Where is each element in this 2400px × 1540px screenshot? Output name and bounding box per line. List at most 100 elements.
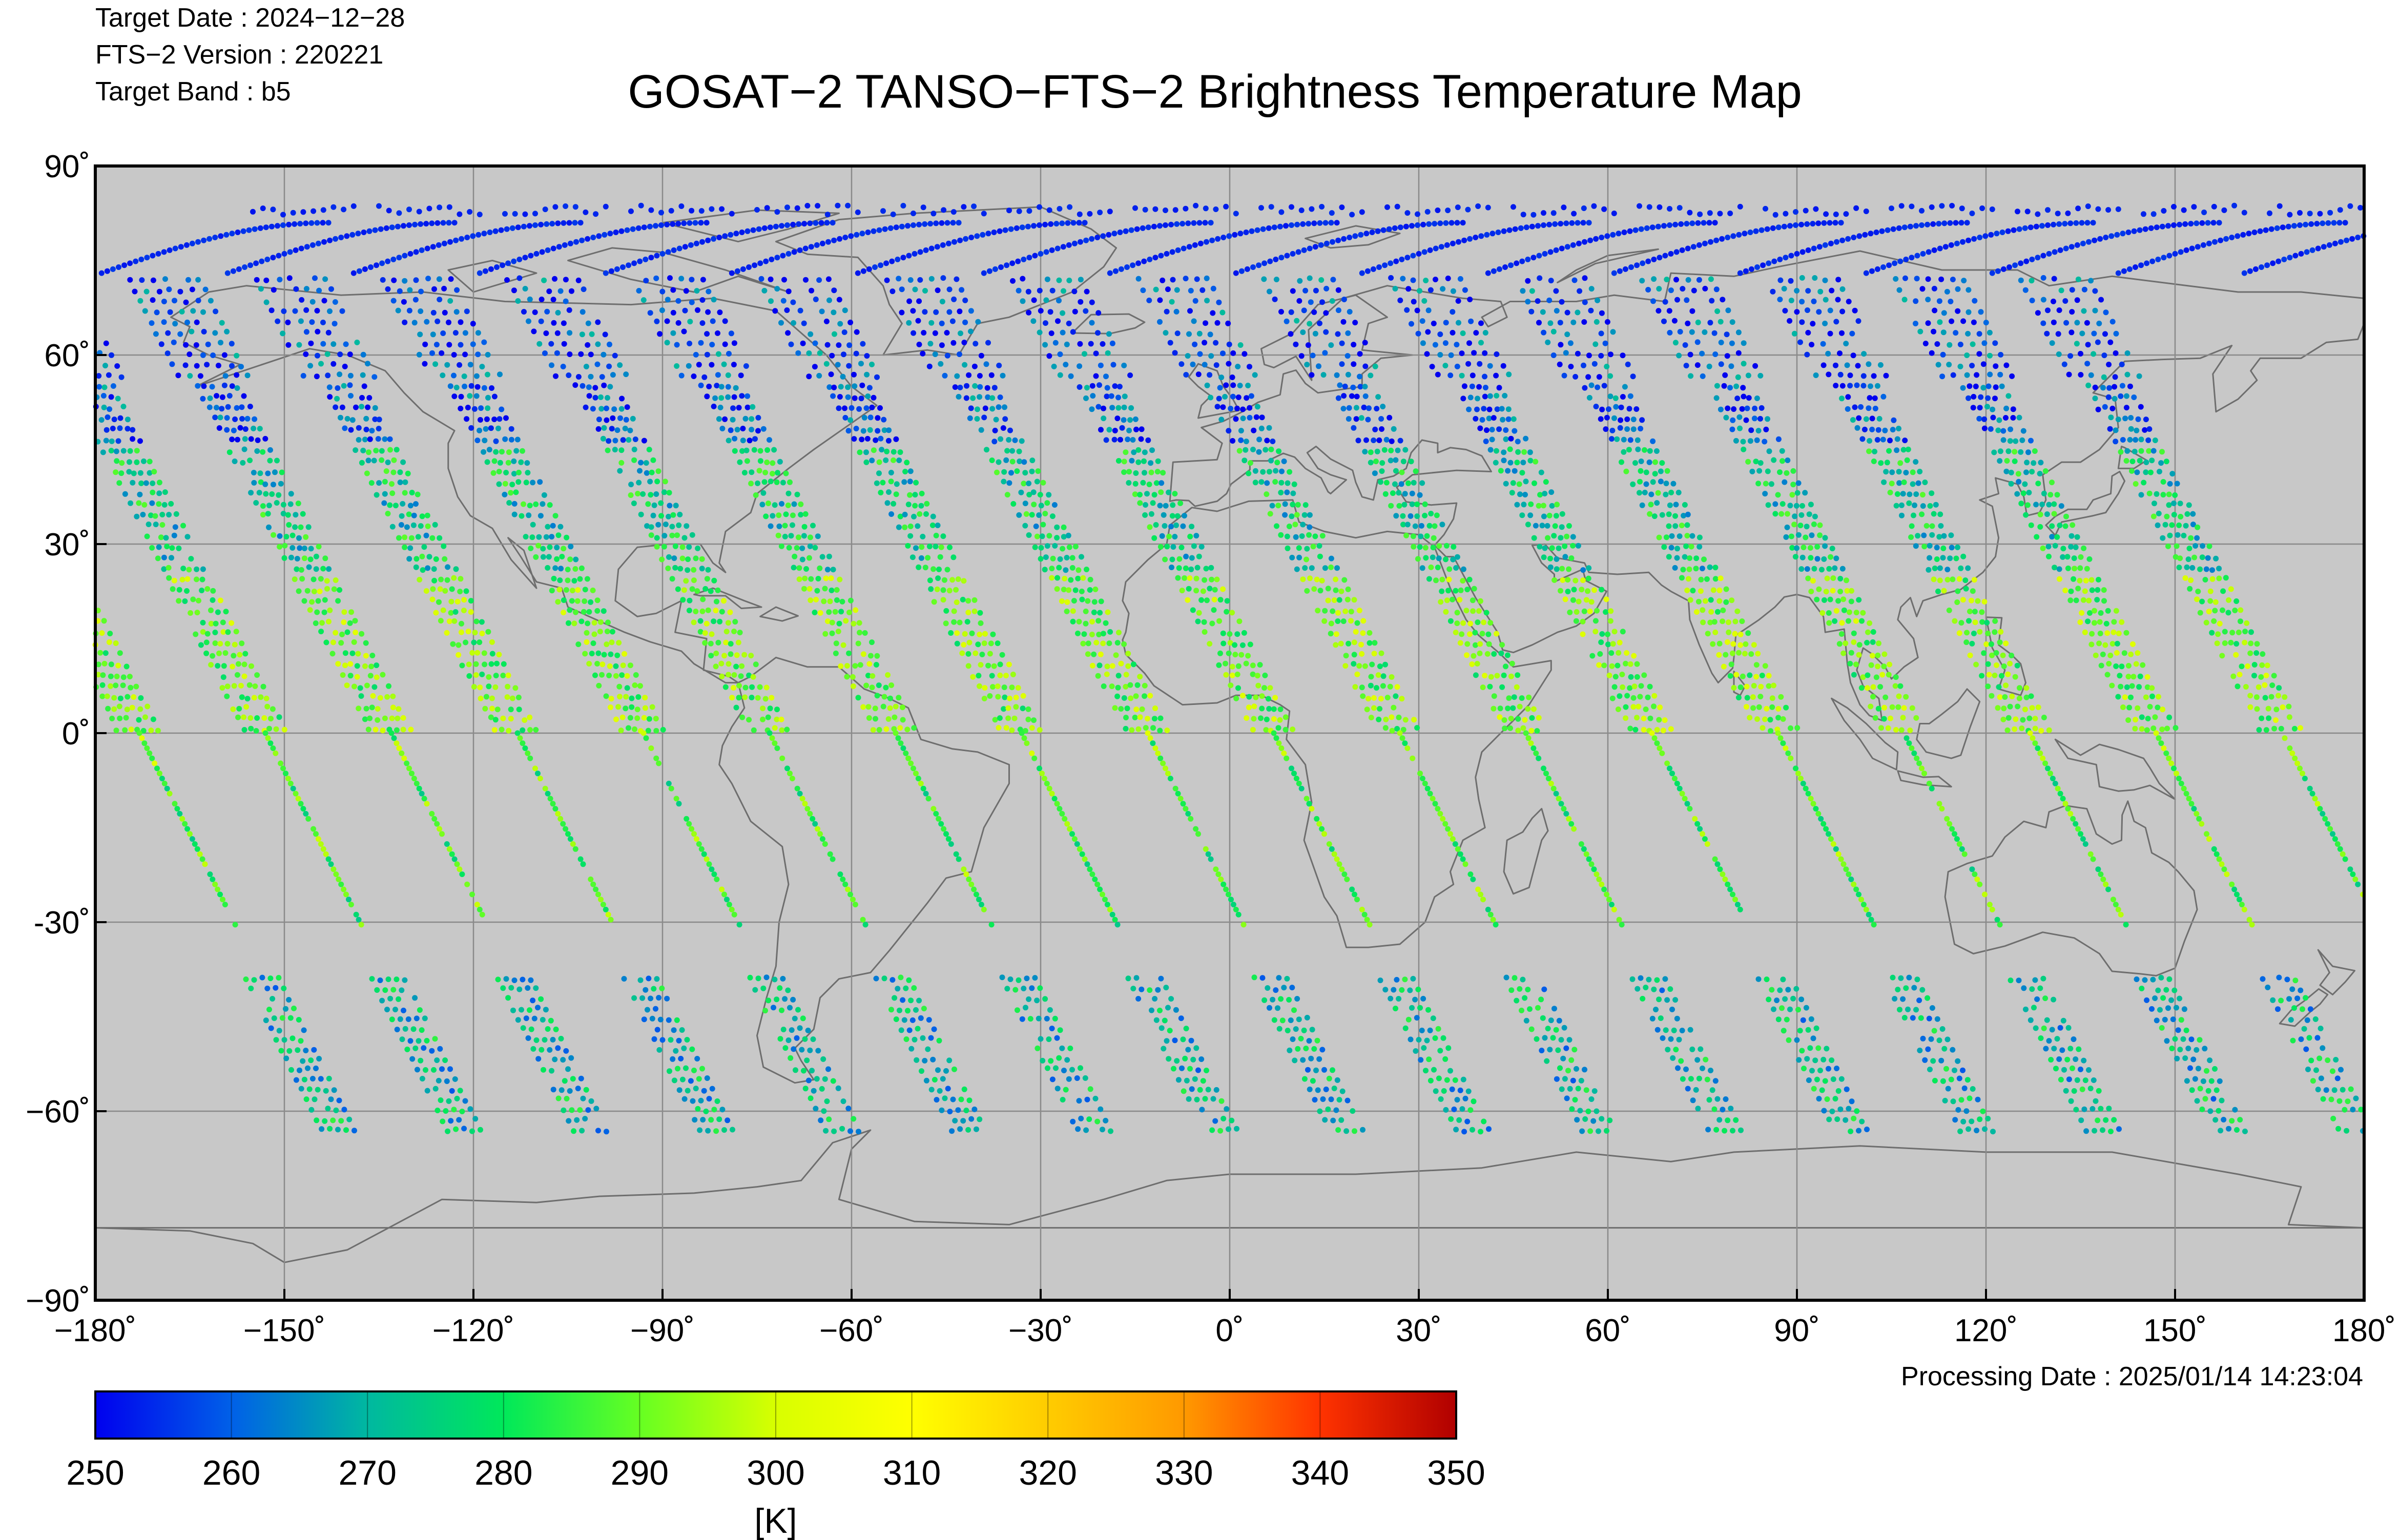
swath-point [608, 696, 614, 702]
swath-point [465, 629, 471, 635]
swath-point [1678, 1058, 1684, 1064]
swath-point [1192, 341, 1198, 347]
swath-point [503, 976, 509, 982]
swath-point [955, 1107, 961, 1113]
swath-point [440, 372, 446, 379]
swath-point [589, 651, 595, 657]
swath-point [1585, 1108, 1591, 1114]
swath-point [235, 436, 240, 443]
swath-point [147, 459, 153, 465]
swath-point [869, 457, 875, 464]
swath-point [1228, 682, 1234, 689]
swath-point [212, 630, 218, 635]
swath-point [1502, 392, 1508, 399]
swath-point [1004, 262, 1010, 268]
swath-point [1148, 511, 1154, 517]
swath-point [988, 372, 995, 378]
swath-point [675, 221, 681, 227]
swath-point [1460, 1076, 1466, 1083]
swath-point [1363, 231, 1370, 237]
swath-point [1358, 415, 1364, 421]
swath-point [526, 512, 532, 518]
swath-point [147, 470, 153, 476]
swath-point [561, 610, 567, 616]
swath-point [699, 608, 706, 614]
swath-point [1599, 1116, 1605, 1122]
swath-point [1047, 309, 1053, 315]
swath-point [668, 785, 674, 792]
swath-point [1214, 404, 1220, 410]
swath-point [575, 641, 582, 648]
swath-point [545, 1026, 551, 1032]
swath-point [239, 416, 245, 422]
swath-point [447, 383, 453, 389]
swath-point [674, 1017, 680, 1023]
swath-point [571, 1128, 577, 1134]
swath-point [308, 340, 314, 346]
swath-point [1438, 599, 1444, 605]
swath-point [627, 427, 633, 433]
swath-point [875, 415, 881, 421]
swath-point [446, 342, 452, 348]
swath-point [647, 223, 653, 230]
swath-point [1420, 995, 1426, 1002]
swath-point [451, 352, 457, 358]
swath-point [459, 620, 464, 627]
swath-point [1226, 1126, 1231, 1132]
swath-point [1391, 426, 1397, 432]
swath-point [911, 222, 916, 228]
swath-point [311, 208, 317, 214]
swath-point [604, 1129, 609, 1135]
swath-point [1238, 652, 1245, 658]
swath-point [1313, 287, 1319, 294]
swath-point [614, 266, 620, 272]
swath-point [1015, 1007, 1020, 1013]
swath-point [1487, 911, 1494, 918]
swath-point [1055, 318, 1061, 324]
swath-point [730, 1127, 735, 1133]
swath-point [738, 372, 744, 379]
swath-point [981, 270, 987, 276]
swath-point [402, 534, 408, 540]
swath-point [177, 331, 183, 337]
swath-point [1250, 671, 1256, 677]
swath-point [161, 566, 167, 572]
swath-point [336, 876, 342, 882]
swath-point [1437, 352, 1443, 358]
swath-point [1188, 1037, 1194, 1044]
swath-point [314, 220, 320, 226]
swath-point [774, 479, 780, 485]
swath-point [1450, 596, 1456, 602]
swath-point [963, 1108, 969, 1113]
swath-point [1224, 598, 1230, 604]
swath-point [1484, 651, 1491, 657]
swath-point [529, 534, 535, 540]
swath-point [1417, 771, 1423, 777]
swath-point [1273, 468, 1279, 474]
swath-point [256, 490, 262, 496]
swath-point [254, 715, 260, 721]
swath-point [389, 715, 395, 721]
swath-point [586, 661, 592, 667]
swath-point [731, 685, 736, 691]
swath-point [670, 512, 676, 518]
swath-point [1294, 221, 1300, 227]
swath-point [376, 426, 382, 432]
swath-point [421, 796, 427, 802]
swath-point [1477, 361, 1483, 367]
swath-point [645, 727, 651, 734]
swath-point [1566, 1037, 1573, 1043]
swath-point [899, 286, 905, 293]
swath-point [473, 373, 480, 379]
swath-point [399, 513, 405, 519]
swath-point [769, 256, 775, 262]
swath-point [521, 223, 527, 230]
swath-point [440, 1118, 446, 1125]
swath-point [989, 395, 996, 401]
swath-point [577, 576, 583, 582]
swath-point [1213, 362, 1219, 368]
swath-point [1375, 394, 1381, 400]
swath-point [404, 524, 410, 530]
swath-point [1477, 598, 1483, 604]
swath-point [1202, 362, 1208, 368]
